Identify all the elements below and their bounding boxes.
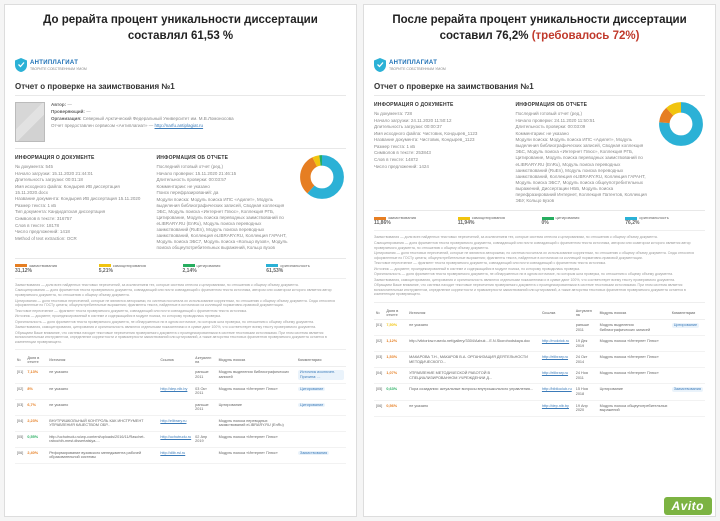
logo-subtitle: ТВОРИТЕ СОБСТВЕННЫМ УМОМ [389, 67, 446, 71]
after-report: АНТИПЛАГИАТ ТВОРИТЕ СОБСТВЕННЫМ УМОМ Отч… [364, 48, 715, 516]
logo-subtitle: ТВОРИТЕ СОБСТВЕННЫМ УМОМ [30, 67, 87, 71]
fineprint: Заимствования — доля всех найденных текс… [374, 230, 705, 303]
shield-icon [15, 58, 27, 72]
meta-lines: Автор: — Проверяющий: — Организация: Сев… [51, 102, 346, 142]
before-report: АНТИПЛАГИАТ ТВОРИТЕ СОБСТВЕННЫМ УМОМ Отч… [5, 48, 356, 516]
legend: заимствования11,86% самоцитирования11,94… [374, 211, 705, 230]
service-link[interactable]: http://narfu.antiplagiat.ru [155, 123, 204, 128]
sources-table: №Доля в отчетеИсточникСсылкаАктуален наМ… [15, 354, 346, 464]
fineprint: Заимствования — доля всех найденных текс… [15, 278, 346, 351]
report-info-col: ИНФОРМАЦИЯ ОБ ОТЧЕТЕ Последний готовый о… [516, 102, 650, 204]
report-title: Отчет о проверке на заимствования №1 [15, 78, 346, 96]
report-info-heading: ИНФОРМАЦИЯ ОБ ОТЧЕТЕ [516, 102, 650, 108]
info-columns: ИНФОРМАЦИЯ О ДОКУМЕНТЕ № документа: 545Н… [15, 149, 346, 259]
after-caption: После рерайта процент уникальности диссе… [364, 5, 715, 48]
donut-wrap [298, 155, 346, 252]
report-info-heading: ИНФОРМАЦИЯ ОБ ОТЧЕТЕ [157, 155, 291, 161]
doc-info-col: ИНФОРМАЦИЯ О ДОКУМЕНТЕ № документа: 545Н… [15, 155, 149, 252]
antiplagiat-logo: АНТИПЛАГИАТ ТВОРИТЕ СОБСТВЕННЫМ УМОМ [374, 58, 705, 72]
shield-icon [374, 58, 386, 72]
caption-line1: До рерайта процент уникальности диссерта… [43, 14, 318, 26]
logo-text: АНТИПЛАГИАТ [30, 60, 87, 66]
legend: заимствования31,12% самоцитирования5,21%… [15, 259, 346, 278]
logo-text: АНТИПЛАГИАТ [389, 60, 446, 66]
after-panel: После рерайта процент уникальности диссе… [363, 4, 716, 517]
report-info-rows: Последний готовый отчет (ред.)Начало про… [516, 111, 650, 204]
caption-line2: составлял 61,53 % [128, 30, 233, 42]
doc-info-heading: ИНФОРМАЦИЯ О ДОКУМЕНТЕ [15, 155, 149, 161]
doc-info-rows: № документа: 728Начало загрузки: 24.11.2… [374, 111, 508, 170]
donut-wrap [657, 102, 705, 204]
originality-donut [659, 102, 703, 146]
meta-box: Автор: — Проверяющий: — Организация: Сев… [15, 96, 346, 149]
doc-info-col: ИНФОРМАЦИЯ О ДОКУМЕНТЕ № документа: 728Н… [374, 102, 508, 204]
doc-info-rows: № документа: 545Начало загрузки: 15.11.2… [15, 164, 149, 242]
caption-line2b: (требовалось 72%) [532, 30, 640, 42]
document-thumbnail [15, 102, 45, 142]
avito-watermark: Avito [664, 497, 713, 515]
before-caption: До рерайта процент уникальности диссерта… [5, 5, 356, 48]
sources-table: №Доля в отчетеИсточникСсылкаАктуален наМ… [374, 307, 705, 417]
antiplagiat-logo: АНТИПЛАГИАТ ТВОРИТЕ СОБСТВЕННЫМ УМОМ [15, 58, 346, 72]
originality-donut [300, 155, 344, 199]
caption-line2a: составил 76,2% [440, 30, 532, 42]
report-info-rows: Последний готовый отчет (ред.)Начало про… [157, 164, 291, 251]
before-panel: До рерайта процент уникальности диссерта… [4, 4, 357, 517]
caption-line1: После рерайта процент уникальности диссе… [392, 14, 686, 26]
report-title: Отчет о проверке на заимствования №1 [374, 78, 705, 96]
report-info-col: ИНФОРМАЦИЯ ОБ ОТЧЕТЕ Последний готовый о… [157, 155, 291, 252]
doc-info-heading: ИНФОРМАЦИЯ О ДОКУМЕНТЕ [374, 102, 508, 108]
info-columns: ИНФОРМАЦИЯ О ДОКУМЕНТЕ № документа: 728Н… [374, 96, 705, 211]
